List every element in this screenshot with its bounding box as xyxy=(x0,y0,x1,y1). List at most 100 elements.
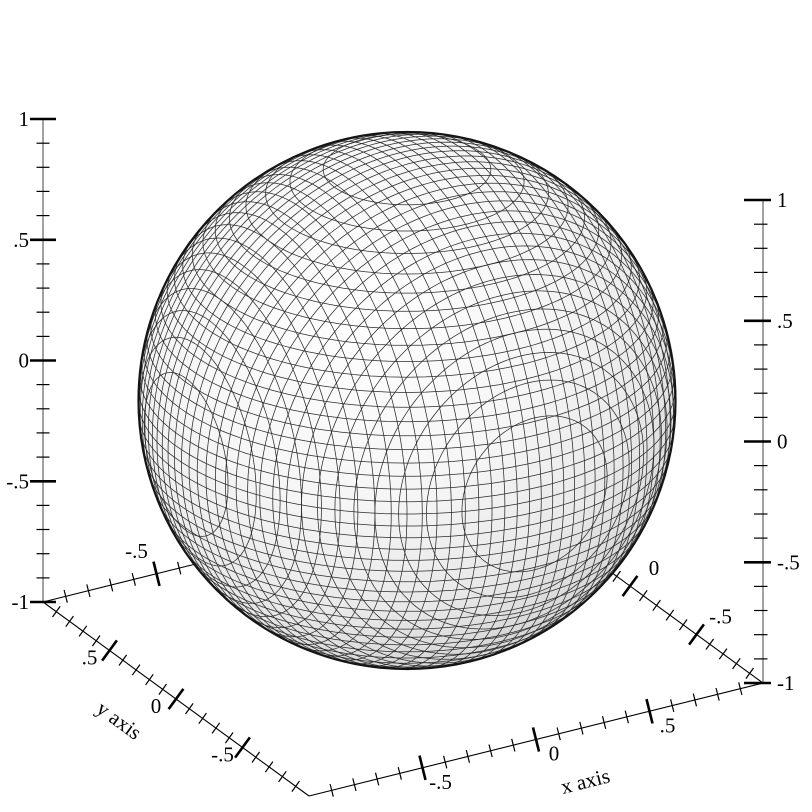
mesh-circle xyxy=(173,533,641,612)
z-right-tick-label: 1 xyxy=(777,188,788,212)
y-back-line xyxy=(612,573,764,684)
y-axis-tick-label: .5 xyxy=(82,646,98,670)
y-axis-tick xyxy=(198,712,207,725)
y-back-tick xyxy=(665,609,675,621)
y-back-tick xyxy=(732,657,741,670)
mesh-circle xyxy=(141,131,417,488)
y-back-tick-label: -.5 xyxy=(709,605,732,629)
y-back-tick xyxy=(612,570,621,582)
mesh-circle xyxy=(151,135,484,554)
sphere-body xyxy=(138,132,676,669)
sphere-outline xyxy=(137,130,677,671)
y-back-tick xyxy=(705,638,715,650)
y-axis-tick xyxy=(251,751,261,763)
mesh-circle xyxy=(534,164,655,551)
y-back-tick xyxy=(678,619,688,631)
y-axis-tick xyxy=(291,780,300,792)
mesh-circle xyxy=(421,132,596,634)
mesh-circle xyxy=(452,135,615,615)
y-back-tick xyxy=(621,575,639,597)
z-right-tick-label: -.5 xyxy=(777,550,800,574)
y-axis-tick xyxy=(52,606,61,618)
mesh-circle xyxy=(214,193,600,312)
mesh-circle xyxy=(153,269,322,617)
x-axis-tick xyxy=(579,721,584,735)
mesh-circle xyxy=(166,266,648,393)
y-axis-tick xyxy=(211,722,221,734)
x-back-tick xyxy=(152,561,161,587)
x-axis-tick xyxy=(465,749,471,763)
x-axis-tick xyxy=(556,727,561,741)
front-axis-edges xyxy=(42,601,764,797)
mesh-circle xyxy=(426,379,630,599)
z-left-tick-label: 1 xyxy=(19,107,30,131)
y-axis-tick xyxy=(145,673,154,686)
mesh-circle xyxy=(288,154,493,670)
y-axis-tick xyxy=(78,625,88,637)
mesh-circle xyxy=(143,372,229,537)
x-axis-tick xyxy=(374,772,380,786)
mesh-circle xyxy=(353,308,662,640)
axis-labels: -.5 0 -.5 .5 0 -.5 -.5 0 .5 1 .5 0 -.5 -1 1 .5 0 -.5 -1 y a… xyxy=(6,107,800,799)
x-back-tick xyxy=(131,572,136,586)
z-axes xyxy=(30,117,771,685)
mesh-circle xyxy=(159,504,655,593)
x-axis-tick xyxy=(624,710,629,724)
mesh-circle xyxy=(360,135,554,658)
z-left-tick-label: -1 xyxy=(12,590,30,614)
y-axis-tick-label: -.5 xyxy=(211,743,234,767)
y-axis-tick xyxy=(264,761,274,773)
mesh-circle xyxy=(141,357,673,477)
mesh-circle xyxy=(302,149,506,669)
x-axis-tick xyxy=(443,755,448,769)
mesh-circle xyxy=(139,430,675,539)
mesh-circle xyxy=(247,210,669,670)
z-left-tick-label: 0 xyxy=(19,349,30,373)
mesh-circle xyxy=(167,145,547,605)
x-back-line xyxy=(42,563,194,603)
y-back-tick xyxy=(745,667,754,679)
y-axis-tick xyxy=(224,732,234,744)
mesh-circle xyxy=(188,161,597,640)
mesh-circle xyxy=(196,167,614,648)
mesh-circle xyxy=(289,133,525,232)
x-back-tick-label: -.5 xyxy=(125,539,148,563)
x-axis-tick-label: 0 xyxy=(549,742,560,766)
mesh-circle xyxy=(555,176,661,534)
y-axis-tick xyxy=(101,639,118,662)
mesh-circle xyxy=(139,132,387,465)
z-right-tick-label: -1 xyxy=(777,671,795,695)
y-axis-tick xyxy=(131,664,141,676)
mesh-circle xyxy=(174,150,563,617)
z-right-tick-label: 0 xyxy=(777,430,788,454)
x-axis-tick xyxy=(397,766,402,780)
mesh-circle xyxy=(161,141,525,588)
z-right-tick-label: .5 xyxy=(777,309,793,333)
x-axis-tick xyxy=(511,738,516,752)
mesh-circle xyxy=(225,191,651,668)
mesh-circle xyxy=(181,155,583,628)
mesh-circle xyxy=(406,131,586,641)
mesh-circle xyxy=(202,208,612,329)
mesh-circle xyxy=(182,237,632,362)
mesh-circle xyxy=(139,372,675,490)
y-axis-tick xyxy=(118,654,128,666)
mesh-circle xyxy=(193,563,621,630)
x-axis-tick xyxy=(738,682,743,696)
mesh-circle xyxy=(220,593,594,646)
mesh-circle xyxy=(334,290,668,649)
mesh-circle xyxy=(156,138,508,573)
y-axis-tick-label: 0 xyxy=(151,694,162,718)
mesh-circle xyxy=(467,138,624,605)
mesh-circle xyxy=(195,212,392,652)
y-axis-tick xyxy=(278,770,287,783)
mesh-circle xyxy=(145,460,669,561)
y-back-tick xyxy=(639,590,648,602)
x-axis-tick xyxy=(418,755,427,781)
mesh-circle xyxy=(372,133,565,653)
y-back-tick xyxy=(688,623,705,646)
y-back-tick-label: 0 xyxy=(649,556,660,580)
x-axis-tick xyxy=(715,687,720,701)
mesh-circle xyxy=(144,132,442,511)
